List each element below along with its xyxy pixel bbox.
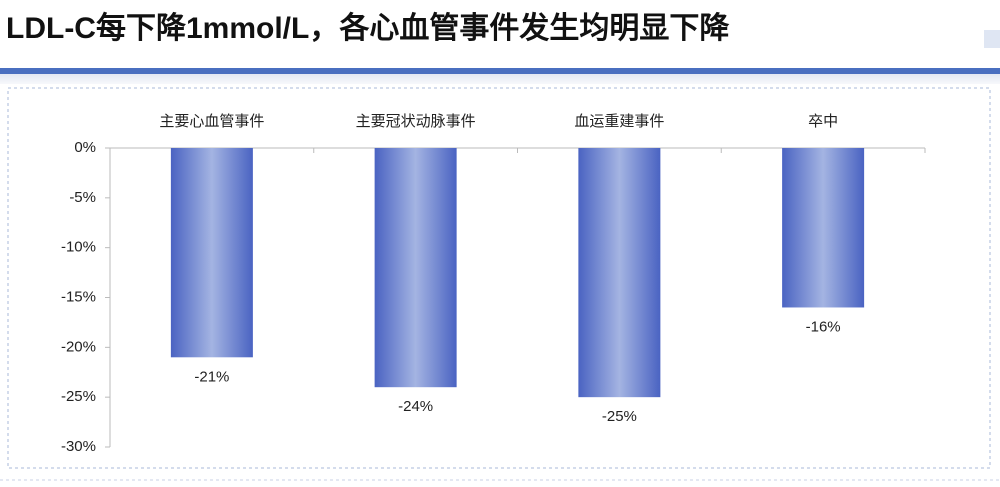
bar <box>782 148 865 308</box>
corner-icon <box>984 30 1000 48</box>
x-tick-label: 主要冠状动脉事件 <box>356 113 476 130</box>
y-tick-label: -20% <box>61 338 96 355</box>
y-tick-label: 0% <box>74 139 96 156</box>
value-label: -25% <box>602 408 637 425</box>
band <box>0 74 1000 84</box>
bar <box>578 148 661 398</box>
y-tick-label: -30% <box>61 438 96 455</box>
x-tick-label: 卒中 <box>808 113 838 130</box>
y-tick-label: -25% <box>61 388 96 405</box>
bar <box>374 148 457 388</box>
y-tick-label: -10% <box>61 239 96 256</box>
x-tick-label: 主要心血管事件 <box>159 113 264 130</box>
x-tick-label: 血运重建事件 <box>574 113 664 130</box>
y-tick-label: -5% <box>69 189 96 206</box>
value-label: -16% <box>806 318 841 335</box>
y-tick-label: -15% <box>61 288 96 305</box>
bar <box>170 148 253 358</box>
value-label: -21% <box>194 368 229 385</box>
title-rule <box>0 68 1000 74</box>
chart-title: LDL-C每下降1mmol/L，各心血管事件发生均明显下降 <box>6 11 730 45</box>
value-label: -24% <box>398 398 433 415</box>
